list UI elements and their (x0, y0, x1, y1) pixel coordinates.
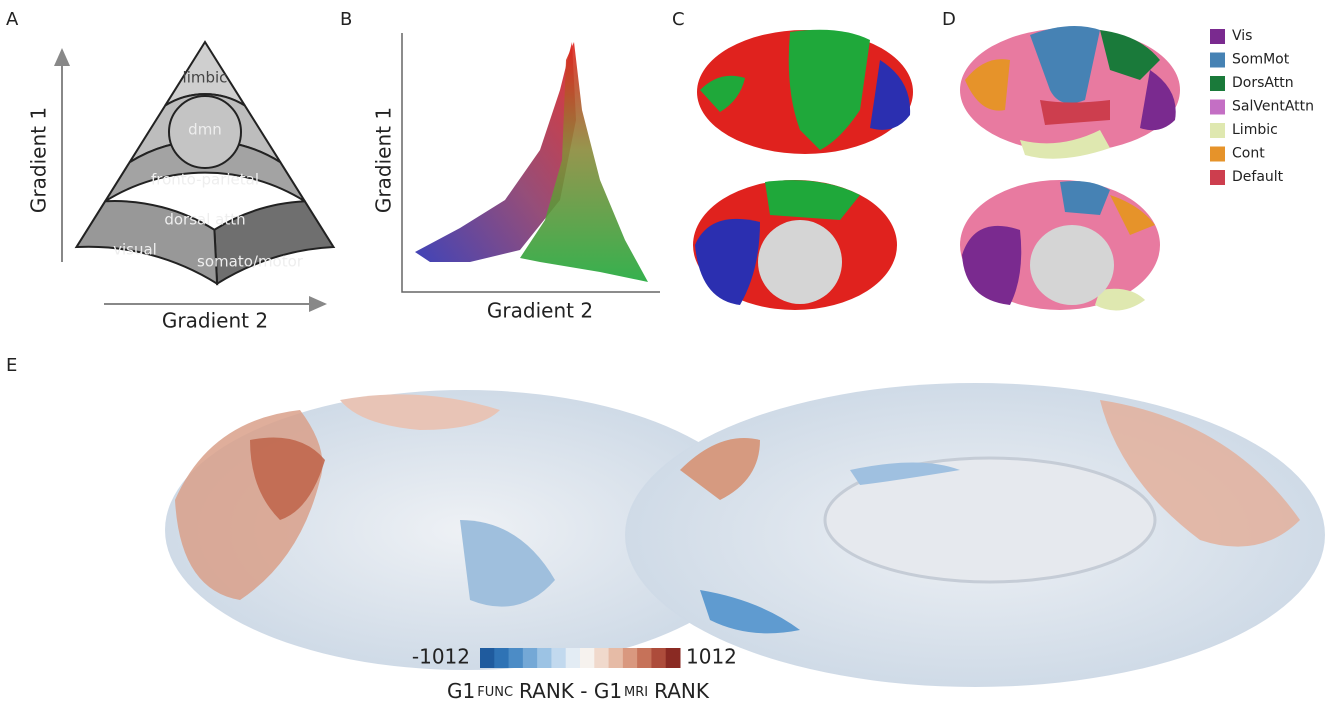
gradient-fan: limbic dmn fronto-parietal dorsal attn visua… (74, 40, 336, 286)
panel-label: C (672, 9, 685, 30)
axis-label: Gradient 1 (27, 107, 51, 213)
region-label: visual (113, 241, 157, 259)
brain-medial-map (625, 383, 1325, 687)
axis-label: Gradient 2 (487, 299, 593, 323)
region-label: dmn (188, 121, 222, 139)
colorbar-step (665, 648, 681, 668)
legend-swatch (1210, 29, 1225, 44)
label-part: RANK (654, 679, 710, 703)
region-label: fronto-parietal (151, 171, 259, 189)
axes (401, 33, 660, 293)
legend-label: Limbic (1232, 122, 1278, 138)
colorbar-step (551, 648, 567, 668)
legend-swatch (1210, 52, 1225, 68)
legend-label: Vis (1232, 28, 1252, 44)
brain-lateral-atlas (960, 26, 1180, 159)
colorbar-step (637, 648, 652, 668)
legend-label: SalVentAttn (1232, 99, 1314, 115)
legend-swatch (1210, 123, 1225, 138)
region-label: dorsal attn (164, 211, 245, 229)
colorbar-max: 1012 (686, 645, 737, 669)
colorbar-step (508, 648, 524, 668)
colorbar-step (565, 648, 581, 668)
axis-label: Gradient 1 (372, 107, 396, 213)
legend-swatch (1210, 146, 1225, 162)
panel-label: D (942, 9, 956, 30)
colorbar-step (580, 648, 595, 668)
brain-medial-atlas (960, 180, 1160, 311)
colorbar (480, 648, 681, 668)
legend-label: Cont (1232, 146, 1265, 162)
label-part: MRI (624, 685, 648, 700)
brain-lateral (697, 29, 913, 154)
brain-lateral-map (165, 390, 765, 670)
legend-label: Default (1232, 169, 1284, 185)
fan-band (74, 200, 219, 286)
colorbar-step (622, 648, 638, 668)
colorbar-step (522, 648, 538, 668)
label-part: G1 (447, 679, 475, 703)
panel-label: E (6, 355, 17, 376)
legend-label: SomMot (1232, 52, 1290, 68)
region-label: somato/motor (197, 253, 304, 271)
legend-swatch (1210, 170, 1225, 185)
label-part: FUNC (477, 685, 513, 700)
axis-label: Gradient 2 (162, 309, 268, 333)
legend-swatch (1210, 76, 1225, 91)
colorbar-step (651, 648, 667, 668)
legend: Vis SomMot DorsAttn SalVentAttn Limbic Cont De… (1210, 28, 1314, 185)
scatter-cloud (415, 42, 576, 262)
legend-swatch (1210, 99, 1225, 115)
legend-label: DorsAttn (1232, 75, 1294, 91)
dmn-circle (168, 95, 242, 169)
colorbar-step (594, 648, 610, 668)
colorbar-min: -1012 (412, 645, 470, 669)
colorbar-label: G1 FUNC RANK - G1 MRI RANK (447, 679, 710, 703)
region-label: limbic (183, 69, 228, 87)
panel-label: A (6, 9, 19, 30)
scatter-cloud (520, 42, 648, 282)
label-part: RANK - G1 (519, 679, 622, 703)
panel-label: B (340, 9, 352, 30)
colorbar-step (494, 648, 510, 668)
colorbar-step (537, 648, 552, 668)
colorbar-step (480, 648, 495, 668)
brain-medial (693, 180, 897, 310)
colorbar-step (608, 648, 624, 668)
